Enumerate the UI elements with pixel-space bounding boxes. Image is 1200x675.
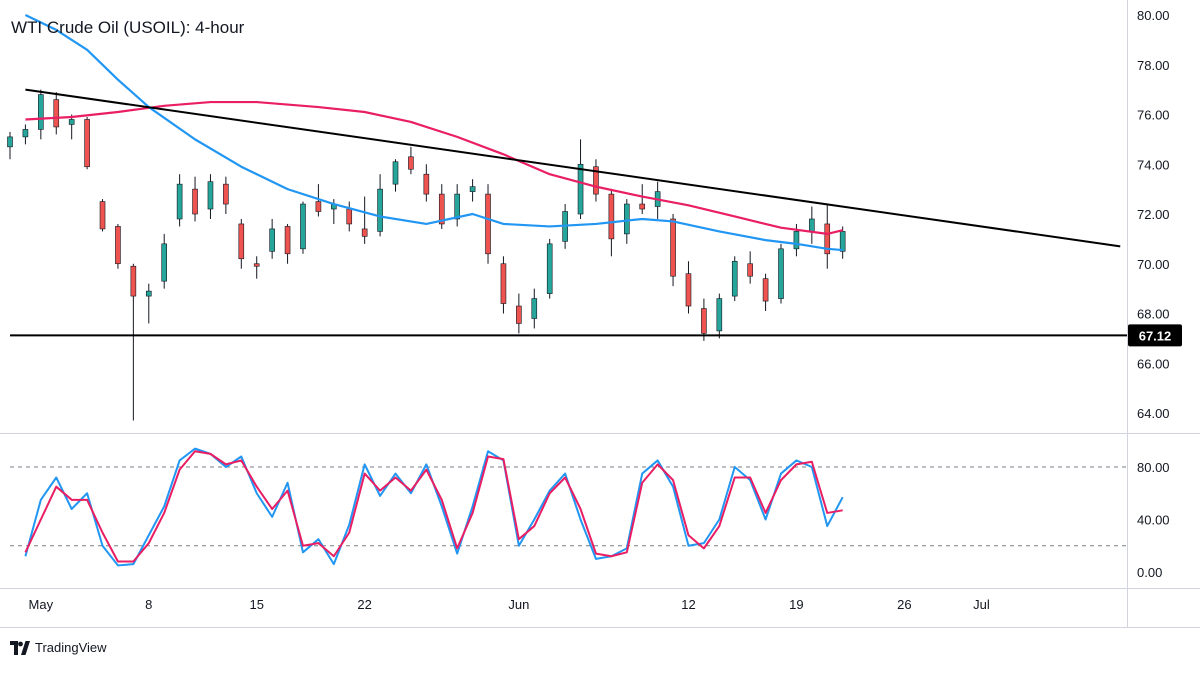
- time-tick-label: 26: [897, 597, 911, 612]
- candle-body: [731, 260, 738, 297]
- chart-title: WTI Crude Oil (USOIL): 4-hour: [11, 18, 245, 37]
- oscillator-series: [24, 447, 844, 567]
- oscillator-tick-label: 40.00: [1137, 513, 1170, 528]
- candle-body: [577, 163, 584, 215]
- candle-body: [176, 183, 183, 220]
- candle-body: [793, 231, 800, 250]
- candle-body: [408, 156, 414, 170]
- candle-body: [207, 181, 214, 210]
- candle-body: [115, 226, 121, 265]
- time-tick-label: May: [29, 597, 54, 612]
- candle-body: [253, 263, 260, 267]
- candle-body: [608, 193, 615, 240]
- candle-body: [361, 228, 368, 237]
- price-tick-label: 80.00: [1137, 8, 1170, 23]
- candle-body: [68, 119, 75, 125]
- moving-averages: [24, 14, 843, 252]
- oscillator-reference-lines: [10, 466, 1127, 547]
- time-tick-label: 15: [249, 597, 263, 612]
- candle-body: [500, 263, 507, 304]
- candle-body: [623, 203, 630, 235]
- tradingview-brand[interactable]: TradingView: [10, 640, 107, 655]
- candle-body: [469, 186, 476, 192]
- candle-body: [192, 188, 198, 215]
- candle-body: [377, 188, 383, 232]
- candle-body: [223, 183, 229, 205]
- time-tick-label: 22: [357, 597, 371, 612]
- candle-body: [546, 243, 553, 294]
- oscillator-tick-label: 80.00: [1137, 460, 1170, 475]
- price-tick-label: 66.00: [1137, 356, 1170, 371]
- candle-body: [53, 99, 60, 128]
- candle-body: [315, 201, 322, 212]
- candle-body: [38, 94, 44, 130]
- time-tick-label: Jul: [973, 597, 990, 612]
- tradingview-logo-icon: [10, 640, 30, 655]
- candle-body: [516, 305, 522, 324]
- moving-average-line: [24, 14, 843, 252]
- price-axis[interactable]: 80.00 78.00 76.00 74.00 72.00 70.00 68.00 66.00…: [1137, 8, 1170, 421]
- candle-body: [839, 231, 846, 252]
- oscillator-line: [24, 447, 844, 567]
- time-tick-label: 12: [681, 597, 695, 612]
- oscillator-axis[interactable]: 80.00 40.00 0.00: [1137, 460, 1170, 580]
- candle-body: [485, 193, 491, 255]
- moving-average-line: [25, 100, 843, 235]
- support-label-background: [1128, 324, 1182, 347]
- time-tick-label: Jun: [508, 597, 529, 612]
- candle-body: [685, 273, 692, 307]
- candle-body: [701, 308, 707, 334]
- price-tick-label: 70.00: [1137, 257, 1170, 272]
- candle-body: [346, 208, 353, 225]
- candle-body: [423, 173, 430, 195]
- candle-body: [130, 265, 137, 297]
- candle-body: [824, 223, 831, 255]
- candle-body: [778, 248, 784, 299]
- oscillator-line: [24, 450, 843, 563]
- candle-body: [99, 201, 106, 230]
- trendlines: [10, 88, 1127, 337]
- candle-body: [670, 218, 676, 277]
- support-price-label: 67.12: [1128, 324, 1182, 347]
- candle-body: [454, 193, 460, 220]
- price-tick-label: 68.00: [1137, 307, 1170, 322]
- oscillator-tick-label: 0.00: [1137, 565, 1162, 580]
- time-tick-label: 8: [145, 597, 152, 612]
- candle-body: [392, 161, 399, 185]
- candle-body: [716, 298, 723, 332]
- candle-body: [161, 243, 167, 282]
- candle-body: [145, 290, 152, 297]
- brand-name: TradingView: [35, 640, 107, 655]
- candle-body: [593, 166, 599, 195]
- candle-body: [300, 203, 306, 250]
- candle-body: [284, 226, 291, 255]
- candle-body: [7, 136, 13, 148]
- candle-body: [747, 263, 753, 277]
- candle-body: [438, 193, 445, 225]
- price-tick-label: 72.00: [1137, 207, 1170, 222]
- time-axis[interactable]: May 8 15 22 Jun 12 19 26 Jul: [29, 597, 990, 612]
- candle-body: [639, 203, 646, 210]
- descending-trendline: [25, 88, 1121, 248]
- candlestick-series: [7, 89, 846, 421]
- price-tick-label: 76.00: [1137, 108, 1170, 123]
- price-tick-label: 64.00: [1137, 406, 1170, 421]
- candle-body: [762, 278, 769, 302]
- candle-body: [531, 298, 538, 319]
- price-tick-label: 74.00: [1137, 157, 1170, 172]
- candle-body: [809, 218, 815, 232]
- time-tick-label: 19: [789, 597, 803, 612]
- candle-body: [22, 129, 29, 138]
- candle-body: [238, 223, 245, 260]
- candle-body: [84, 119, 90, 168]
- price-tick-label: 78.00: [1137, 58, 1170, 73]
- support-label-text: 67.12: [1139, 328, 1172, 343]
- candle-body: [269, 228, 275, 252]
